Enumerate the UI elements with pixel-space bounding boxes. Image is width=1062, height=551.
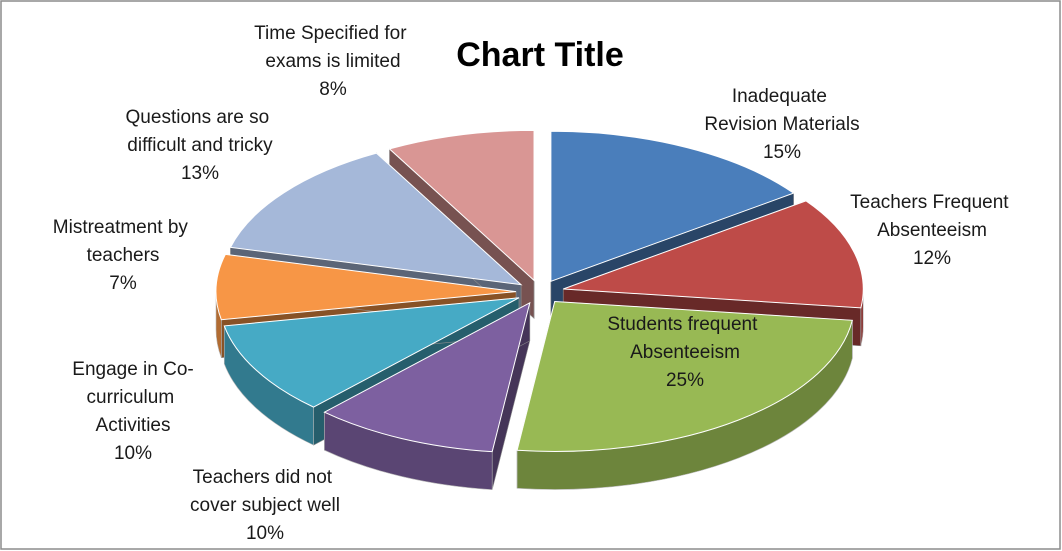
- data-label-name: Engage in Co-curriculum Activities: [72, 359, 193, 436]
- pie-slice: [550, 130, 795, 283]
- data-label-value: 8%: [319, 79, 347, 100]
- data-label-name: Mistreatment by teachers: [53, 217, 193, 266]
- data-label-name: Teachers Frequent Absenteeism: [850, 192, 1014, 241]
- pie-slice: [215, 253, 517, 321]
- pie-slice: [323, 301, 531, 453]
- pie-slice: [516, 300, 853, 452]
- pie-slice: [563, 200, 864, 309]
- data-label-name: Inadequate Revision Materials: [704, 86, 859, 135]
- data-label-name: Questions are so difficult and tricky: [126, 107, 275, 156]
- chart-title: Chart Title: [456, 36, 624, 74]
- pie-slice: [223, 297, 520, 408]
- data-label-value: 12%: [913, 248, 951, 269]
- data-label-value: 25%: [666, 370, 704, 391]
- data-label-value: 15%: [763, 142, 801, 163]
- data-label-value: 7%: [109, 273, 137, 294]
- data-label-value: 10%: [114, 443, 152, 464]
- data-label-name: Students frequent Absenteeism: [607, 314, 762, 363]
- data-label-name: Teachers did not cover subject well: [190, 467, 340, 516]
- pie-slice: [229, 152, 523, 286]
- data-label-value: 13%: [181, 163, 219, 184]
- pie-slice: [388, 129, 535, 282]
- data-label-name: Time Specified for exams is limited: [254, 23, 412, 72]
- data-label-value: 10%: [246, 523, 284, 544]
